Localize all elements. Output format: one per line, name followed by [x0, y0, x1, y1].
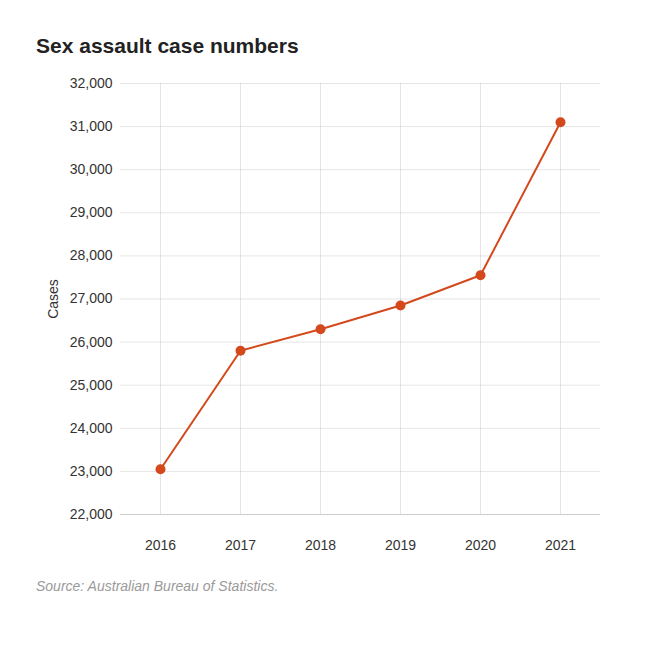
svg-text:30,000: 30,000: [70, 161, 113, 177]
svg-text:Cases: Cases: [45, 279, 61, 319]
svg-text:29,000: 29,000: [70, 204, 113, 220]
svg-text:27,000: 27,000: [70, 290, 113, 306]
svg-text:24,000: 24,000: [70, 420, 113, 436]
svg-text:26,000: 26,000: [70, 334, 113, 350]
svg-text:23,000: 23,000: [70, 463, 113, 479]
svg-text:25,000: 25,000: [70, 377, 113, 393]
html-text:Source: Australian Bureau of S: Source: Australian Bureau of Statistics.: [36, 578, 279, 594]
svg-text:31,000: 31,000: [70, 118, 113, 134]
svg-text:32,000: 32,000: [70, 75, 113, 91]
svg-text:2021: 2021: [545, 537, 576, 553]
svg-text:2018: 2018: [305, 537, 336, 553]
svg-text:2019: 2019: [385, 537, 416, 553]
svg-text:2020: 2020: [465, 537, 496, 553]
html-text:Sex assault case numbers: Sex assault case numbers: [36, 34, 299, 57]
svg-text:2016: 2016: [145, 537, 176, 553]
svg-text:22,000: 22,000: [70, 506, 113, 522]
svg-text:2017: 2017: [225, 537, 256, 553]
svg-text:28,000: 28,000: [70, 247, 113, 263]
